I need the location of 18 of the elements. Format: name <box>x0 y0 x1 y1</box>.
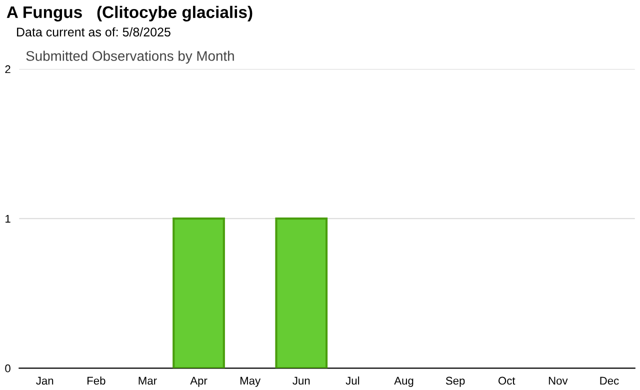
x-tick-label: Mar <box>138 376 157 385</box>
x-tick-label: Jul <box>346 376 360 385</box>
y-tick-label: 2 <box>5 65 10 74</box>
x-tick-label: May <box>240 376 261 387</box>
x-tick-label: Apr <box>190 376 208 387</box>
x-tick-label: Sep <box>446 376 465 387</box>
x-tick-label: Nov <box>548 376 568 385</box>
x-tick-label: Aug <box>394 376 414 387</box>
x-tick-label: Jun <box>292 376 310 385</box>
y-tick-label: 1 <box>6 214 10 223</box>
x-tick-label: Oct <box>498 376 516 385</box>
x-tick-label: Dec <box>600 376 619 385</box>
x-tick-label: Feb <box>88 376 106 385</box>
x-tick-label: Jan <box>36 376 54 385</box>
chart-title: A Fungus (Clitocybe glacialis) <box>6 6 252 22</box>
text: Submitted Observations by Month <box>26 50 234 64</box>
y-tick-label: 0 <box>5 364 10 372</box>
chart-subtitle: Data current as of: 5/8/2025 <box>17 27 170 36</box>
